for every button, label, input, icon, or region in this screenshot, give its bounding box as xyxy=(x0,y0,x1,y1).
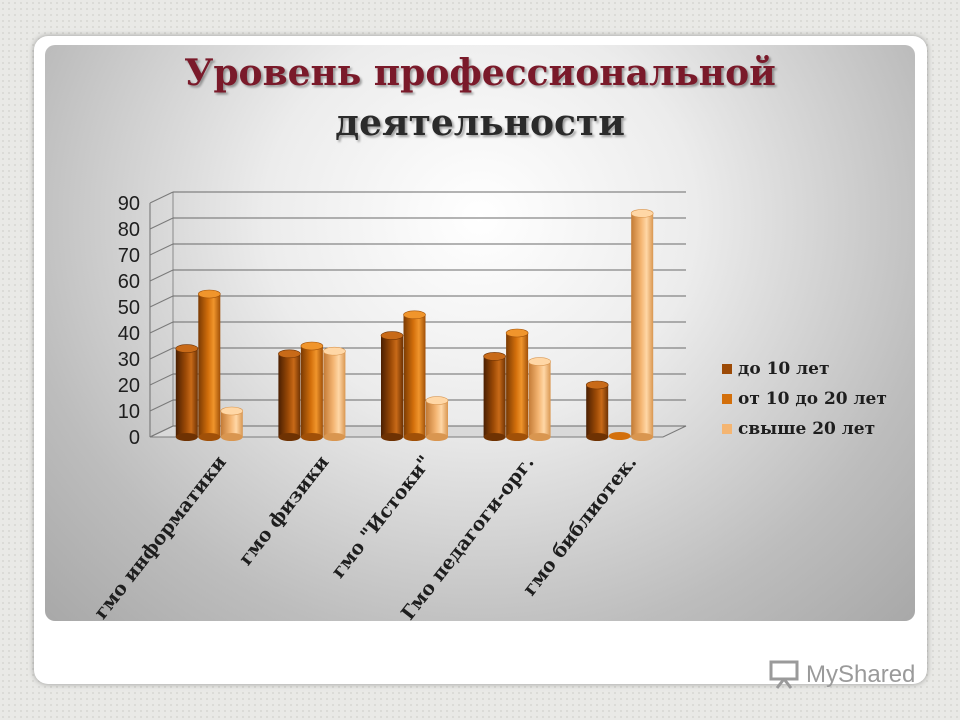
bar-0-2 xyxy=(381,335,403,437)
bar-base-0-2 xyxy=(381,433,403,441)
chart-title: Уровень профессиональной деятельности xyxy=(60,48,900,148)
bar-zero-1-4 xyxy=(608,432,631,440)
watermark: MyShared xyxy=(768,658,928,690)
bar-1-2 xyxy=(403,314,426,437)
x-category-label: гмо "Истоки" xyxy=(327,452,436,583)
bar-0-4 xyxy=(586,385,609,437)
y-tick-label: 20 xyxy=(118,375,140,397)
x-category-label: гмо физики xyxy=(234,452,333,570)
gridline-diagonal xyxy=(149,295,174,308)
bar-base-1-2 xyxy=(403,433,426,441)
legend-swatch-2 xyxy=(722,424,732,434)
bar-base-2-0 xyxy=(220,433,243,441)
legend-label-1: от 10 до 20 лет xyxy=(738,389,887,409)
bar-1-3 xyxy=(506,333,529,437)
bar-base-1-0 xyxy=(198,433,221,441)
gridline-diagonal xyxy=(149,399,174,412)
gridline-diagonal xyxy=(149,243,174,256)
legend-swatch-1 xyxy=(722,394,732,404)
bar-top-0-1 xyxy=(278,349,301,359)
bar-0-1 xyxy=(278,353,301,437)
legend-label-2: свыше 20 лет xyxy=(738,419,875,439)
bar-2-2 xyxy=(426,400,448,437)
gridline-diagonal xyxy=(149,425,174,438)
y-tick-label: 50 xyxy=(118,297,140,319)
y-tick-label: 80 xyxy=(118,219,140,241)
bar-base-1-3 xyxy=(506,433,529,441)
y-tick-label: 40 xyxy=(118,323,140,345)
bar-top-2-1 xyxy=(323,346,346,356)
bar-base-2-2 xyxy=(426,433,448,441)
y-tick-label: 60 xyxy=(118,271,140,293)
y-tick-label: 0 xyxy=(129,427,140,449)
bar-2-1 xyxy=(323,351,346,437)
bar-base-0-0 xyxy=(175,433,198,441)
y-tick-label: 30 xyxy=(118,349,140,371)
bar-0-3 xyxy=(483,356,506,437)
legend-label-0: до 10 лет xyxy=(738,359,830,379)
y-tick-label: 90 xyxy=(118,193,140,215)
gridline-diagonal xyxy=(149,373,174,386)
bar-0-0 xyxy=(175,348,198,437)
bar-top-2-3 xyxy=(528,357,551,366)
bar-base-2-3 xyxy=(528,433,551,441)
bar-base-2-1 xyxy=(323,433,346,441)
chart-panel xyxy=(45,45,915,621)
bar-top-0-0 xyxy=(175,344,199,353)
bar-top-2-2 xyxy=(425,396,449,405)
presentation-icon xyxy=(769,660,799,689)
gridline-diagonal xyxy=(149,321,174,334)
chart-title-line-2: деятельности xyxy=(335,102,625,144)
bar-top-2-0 xyxy=(220,406,244,416)
bar-base-2-4 xyxy=(631,433,654,441)
bar-base-0-3 xyxy=(483,433,506,441)
chart-title-line-1: Уровень профессиональной xyxy=(184,52,776,94)
legend-swatch-0 xyxy=(722,364,732,374)
bar-top-1-0 xyxy=(198,289,221,299)
gridline-diagonal xyxy=(149,347,174,360)
x-category-label: гмо библиотек. xyxy=(519,452,642,600)
y-tick-label: 10 xyxy=(118,401,140,423)
bar-top-2-4 xyxy=(630,209,654,218)
bar-2-0 xyxy=(220,411,243,437)
bar-1-1 xyxy=(300,346,323,437)
gridline-diagonal xyxy=(149,269,174,282)
x-category-label: гмо информатики xyxy=(90,452,231,624)
bar-base-1-1 xyxy=(300,433,323,441)
bar-top-0-4 xyxy=(585,380,609,390)
bar-2-4 xyxy=(631,213,654,437)
gridline-diagonal xyxy=(149,217,174,230)
bar-base-0-4 xyxy=(586,433,609,441)
y-tick-label: 70 xyxy=(118,245,140,267)
bar-base-0-1 xyxy=(278,433,301,441)
bar-1-0 xyxy=(198,294,221,437)
bar-top-1-2 xyxy=(403,310,426,320)
bar-top-1-3 xyxy=(505,328,529,338)
bar-top-0-2 xyxy=(380,331,404,340)
watermark-text: MyShared xyxy=(806,661,916,688)
bar-top-1-1 xyxy=(300,341,324,351)
bar-top-0-3 xyxy=(483,352,506,361)
gridline-diagonal xyxy=(149,191,174,204)
bar-2-3 xyxy=(528,361,551,437)
